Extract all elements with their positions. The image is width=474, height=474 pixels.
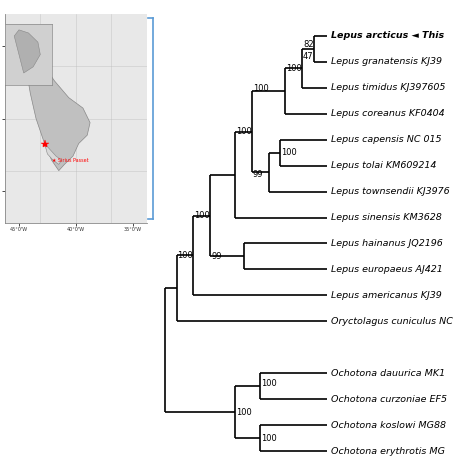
Polygon shape	[14, 30, 40, 73]
Text: Ochotona curzoniae EF5: Ochotona curzoniae EF5	[330, 395, 447, 404]
Polygon shape	[45, 144, 62, 164]
Text: 100: 100	[286, 64, 302, 73]
Text: Ochotona erythrotis MG: Ochotona erythrotis MG	[330, 447, 445, 456]
Text: 100: 100	[236, 127, 252, 136]
Text: Lepus arcticus ◄ This: Lepus arcticus ◄ This	[330, 31, 444, 40]
Text: Lepus sinensis KM3628: Lepus sinensis KM3628	[330, 213, 441, 222]
Text: Lepus townsendii KJ3976: Lepus townsendii KJ3976	[330, 187, 449, 196]
Text: 99: 99	[211, 252, 221, 261]
Text: Lepus americanus KJ39: Lepus americanus KJ39	[330, 291, 441, 300]
Text: 100: 100	[281, 148, 297, 157]
Text: Lepus capensis NC 015: Lepus capensis NC 015	[330, 135, 441, 144]
Text: Lepus timidus KJ397605: Lepus timidus KJ397605	[330, 83, 445, 92]
Text: 100: 100	[261, 379, 277, 388]
Text: Lepus europaeus AJ421: Lepus europaeus AJ421	[330, 265, 442, 274]
Text: Lepus granatensis KJ39: Lepus granatensis KJ39	[330, 57, 441, 66]
Text: ★ Sirius Passet: ★ Sirius Passet	[52, 158, 88, 163]
Text: 100: 100	[236, 408, 252, 417]
Polygon shape	[19, 25, 90, 171]
Text: 100: 100	[253, 84, 269, 93]
Text: Ochotona koslowi MG88: Ochotona koslowi MG88	[330, 420, 446, 429]
Text: 82: 82	[303, 40, 314, 49]
Text: Oryctolagus cuniculus NC: Oryctolagus cuniculus NC	[330, 317, 452, 326]
Text: Lepus coreanus KF0404: Lepus coreanus KF0404	[330, 109, 444, 118]
Text: 100: 100	[194, 211, 210, 220]
Text: 100: 100	[261, 434, 277, 443]
Text: 99: 99	[253, 170, 263, 179]
Text: 47: 47	[303, 52, 314, 61]
Text: 100: 100	[178, 251, 193, 260]
Text: Lepus hainanus JQ2196: Lepus hainanus JQ2196	[330, 239, 442, 248]
Text: Ochotona dauurica MK1: Ochotona dauurica MK1	[330, 369, 445, 378]
Text: Lepus tolai KM609214: Lepus tolai KM609214	[330, 161, 436, 170]
